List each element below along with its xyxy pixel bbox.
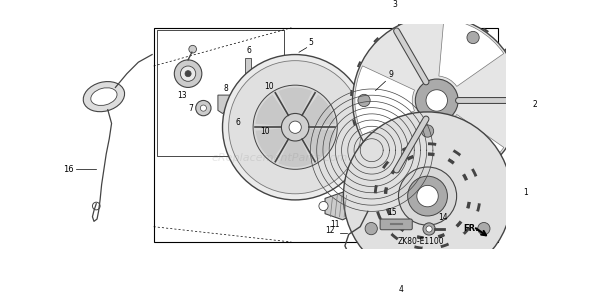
Text: 12: 12 bbox=[325, 226, 335, 235]
Wedge shape bbox=[255, 95, 287, 126]
Bar bbox=[250, 81, 257, 93]
Circle shape bbox=[185, 71, 191, 77]
Circle shape bbox=[196, 101, 211, 116]
Circle shape bbox=[174, 60, 202, 87]
Wedge shape bbox=[303, 95, 335, 126]
Text: eReplacementParts.com: eReplacementParts.com bbox=[212, 153, 348, 163]
Text: FR.: FR. bbox=[463, 225, 479, 233]
Text: 10: 10 bbox=[260, 126, 270, 136]
Circle shape bbox=[289, 121, 301, 133]
Text: 9: 9 bbox=[388, 71, 394, 79]
Circle shape bbox=[417, 186, 438, 207]
Polygon shape bbox=[242, 97, 255, 118]
Circle shape bbox=[467, 157, 479, 170]
Circle shape bbox=[365, 223, 378, 235]
Text: 2: 2 bbox=[532, 100, 537, 109]
Circle shape bbox=[189, 45, 196, 53]
Text: 8: 8 bbox=[223, 83, 228, 93]
Text: 13: 13 bbox=[177, 91, 187, 100]
Text: 6: 6 bbox=[247, 46, 252, 55]
Text: 14: 14 bbox=[438, 213, 448, 222]
Text: 7: 7 bbox=[189, 104, 194, 113]
Wedge shape bbox=[439, 114, 504, 182]
Circle shape bbox=[408, 176, 447, 216]
Circle shape bbox=[319, 201, 328, 211]
Wedge shape bbox=[278, 140, 312, 167]
Text: 1: 1 bbox=[523, 188, 528, 197]
Circle shape bbox=[421, 125, 434, 137]
Text: 16: 16 bbox=[63, 165, 73, 174]
Wedge shape bbox=[278, 87, 312, 115]
Circle shape bbox=[426, 90, 447, 111]
Bar bbox=[158, 30, 284, 156]
Bar bbox=[245, 76, 255, 81]
Circle shape bbox=[398, 167, 457, 225]
Wedge shape bbox=[303, 128, 335, 160]
Circle shape bbox=[358, 94, 370, 106]
Bar bbox=[153, 28, 498, 242]
Wedge shape bbox=[355, 66, 415, 135]
Circle shape bbox=[343, 112, 512, 280]
Circle shape bbox=[426, 226, 432, 232]
Circle shape bbox=[423, 223, 435, 235]
Circle shape bbox=[415, 79, 458, 122]
Circle shape bbox=[478, 223, 490, 235]
Wedge shape bbox=[255, 128, 287, 160]
Circle shape bbox=[222, 55, 368, 200]
Bar bbox=[245, 126, 253, 137]
Circle shape bbox=[353, 16, 521, 185]
Text: 5: 5 bbox=[308, 38, 313, 46]
Circle shape bbox=[201, 105, 206, 111]
Text: ZK80-E1100: ZK80-E1100 bbox=[398, 238, 445, 246]
Polygon shape bbox=[325, 192, 356, 220]
Polygon shape bbox=[218, 95, 230, 113]
Text: 11: 11 bbox=[330, 220, 340, 229]
Circle shape bbox=[181, 66, 196, 81]
Circle shape bbox=[281, 113, 309, 141]
FancyBboxPatch shape bbox=[380, 219, 412, 230]
Text: 10: 10 bbox=[264, 82, 273, 91]
Text: 6: 6 bbox=[235, 118, 240, 127]
Text: 3: 3 bbox=[392, 0, 397, 9]
Ellipse shape bbox=[83, 81, 124, 112]
Wedge shape bbox=[439, 19, 504, 86]
Circle shape bbox=[467, 31, 479, 44]
Circle shape bbox=[253, 85, 337, 169]
Bar bbox=[245, 59, 251, 78]
Ellipse shape bbox=[91, 88, 117, 106]
Text: 15: 15 bbox=[388, 208, 397, 217]
Text: 4: 4 bbox=[398, 285, 403, 294]
Circle shape bbox=[229, 61, 362, 194]
